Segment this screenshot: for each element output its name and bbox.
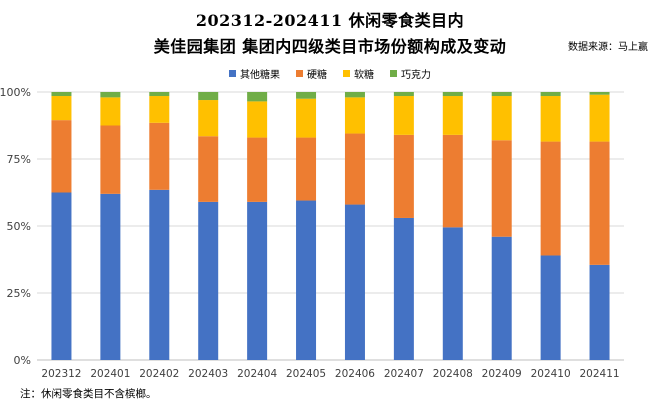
- bar-segment: [100, 125, 121, 194]
- bar-segment: [540, 96, 561, 142]
- chart-title-line1: 202312-202411 休闲零食类目内: [195, 11, 465, 30]
- x-tick-label: 202410: [531, 368, 571, 380]
- bar-segment: [198, 92, 219, 101]
- bar-segment: [100, 97, 121, 126]
- x-tick-label: 202411: [579, 368, 619, 380]
- bar-segment: [540, 92, 561, 97]
- footnote: 注：休闲零食类目不含槟榔。: [20, 388, 157, 400]
- x-tick-label: 202407: [384, 368, 424, 380]
- legend-swatch: [229, 70, 236, 77]
- bar-segment: [393, 217, 414, 360]
- bar-segment: [589, 92, 610, 95]
- bar-segment: [589, 264, 610, 360]
- legend-item-hard-candy: 硬糖: [296, 66, 327, 81]
- bar-segment: [149, 96, 170, 123]
- bar-segment: [344, 92, 365, 98]
- bar-segment: [344, 204, 365, 360]
- bar-segment: [491, 96, 512, 141]
- x-tick-label: 202401: [90, 368, 130, 380]
- bar-segment: [589, 141, 610, 265]
- y-tick-label: 0%: [14, 354, 31, 367]
- bar-segment: [393, 96, 414, 135]
- bar-segment: [51, 120, 72, 193]
- legend-item-other-candy: 其他糖果: [229, 66, 280, 81]
- x-tick-label: 202312: [41, 368, 81, 380]
- y-tick-label: 75%: [7, 153, 31, 166]
- legend-label: 硬糖: [307, 70, 327, 81]
- bar-segment: [442, 92, 463, 97]
- legend-item-soft-candy: 软糖: [343, 66, 374, 81]
- bar-segment: [296, 137, 317, 201]
- bar-segment: [247, 137, 268, 202]
- bar-segment: [344, 97, 365, 134]
- bar-segment: [198, 136, 219, 202]
- bar-segment: [247, 92, 268, 102]
- x-tick-label: 202405: [286, 368, 326, 380]
- bar-segment: [149, 92, 170, 97]
- bar-segment: [393, 134, 414, 218]
- bar-segment: [198, 100, 219, 137]
- y-tick-label: 25%: [7, 287, 31, 300]
- bar-segment: [296, 200, 317, 360]
- legend-swatch: [390, 70, 397, 77]
- x-tick-label: 202408: [433, 368, 473, 380]
- bar-segment: [442, 96, 463, 135]
- bar-segment: [589, 94, 610, 142]
- bar-segment: [296, 98, 317, 138]
- x-tick-label: 202406: [335, 368, 375, 380]
- bar-segment: [51, 96, 72, 121]
- chart-title-line2: 美佳园集团 集团内四级类目市场份额构成及变动: [153, 37, 507, 56]
- legend-item-chocolate: 巧克力: [390, 66, 431, 81]
- x-tick-label: 202403: [188, 368, 228, 380]
- bar-segment: [491, 92, 512, 97]
- bar-segment: [198, 201, 219, 360]
- x-tick-label: 202404: [237, 368, 277, 380]
- legend-swatch: [296, 70, 303, 77]
- bar-segment: [442, 134, 463, 228]
- bar-segment: [296, 92, 317, 99]
- y-tick-label: 100%: [0, 86, 31, 99]
- bar-segment: [540, 141, 561, 256]
- bar-segment: [442, 227, 463, 360]
- legend-swatch: [343, 70, 350, 77]
- bar-segment: [149, 189, 170, 360]
- bar-segment: [247, 101, 268, 138]
- bar-segment: [344, 133, 365, 205]
- legend-label: 软糖: [354, 70, 374, 81]
- x-tick-label: 202409: [482, 368, 522, 380]
- bar-segment: [393, 92, 414, 97]
- bar-segment: [491, 140, 512, 237]
- bar-segment: [51, 192, 72, 360]
- legend-label: 巧克力: [401, 70, 431, 81]
- bar-segment: [100, 92, 121, 98]
- data-source: 数据来源：马上赢: [568, 42, 648, 53]
- bar-segment: [51, 92, 72, 97]
- chart-legend: 其他糖果 硬糖 软糖 巧克力: [0, 66, 660, 81]
- bar-segment: [100, 193, 121, 360]
- bar-segment: [247, 201, 268, 360]
- x-tick-label: 202402: [139, 368, 179, 380]
- y-tick-label: 50%: [7, 220, 31, 233]
- bar-segment: [491, 236, 512, 360]
- bar-segment: [540, 255, 561, 360]
- legend-label: 其他糖果: [240, 70, 280, 81]
- bar-segment: [149, 122, 170, 190]
